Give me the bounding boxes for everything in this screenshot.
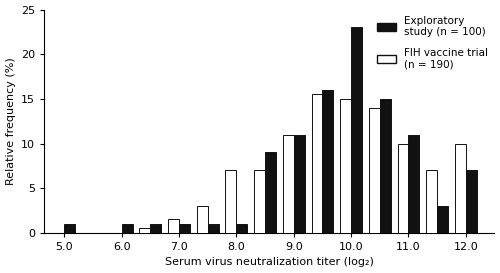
- Bar: [408, 135, 420, 233]
- Bar: [351, 27, 362, 233]
- Bar: [380, 99, 390, 233]
- Bar: [150, 224, 162, 233]
- Bar: [466, 170, 476, 233]
- Bar: [265, 153, 276, 233]
- Bar: [369, 108, 380, 233]
- Bar: [312, 94, 322, 233]
- Bar: [140, 229, 150, 233]
- Bar: [254, 170, 265, 233]
- Bar: [437, 206, 448, 233]
- Bar: [398, 144, 408, 233]
- Bar: [226, 170, 236, 233]
- Legend: Exploratory
study (n = 100), FIH vaccine trial
(n = 190): Exploratory study (n = 100), FIH vaccine…: [374, 13, 492, 73]
- X-axis label: Serum virus neutralization titer (log₂): Serum virus neutralization titer (log₂): [165, 257, 374, 268]
- Bar: [208, 224, 218, 233]
- Bar: [455, 144, 466, 233]
- Bar: [236, 224, 248, 233]
- Bar: [294, 135, 304, 233]
- Bar: [340, 99, 351, 233]
- Bar: [122, 224, 132, 233]
- Bar: [64, 224, 75, 233]
- Y-axis label: Relative frequency (%): Relative frequency (%): [6, 57, 16, 185]
- Bar: [283, 135, 294, 233]
- Bar: [179, 224, 190, 233]
- Bar: [426, 170, 437, 233]
- Bar: [168, 219, 179, 233]
- Bar: [197, 206, 207, 233]
- Bar: [322, 90, 334, 233]
